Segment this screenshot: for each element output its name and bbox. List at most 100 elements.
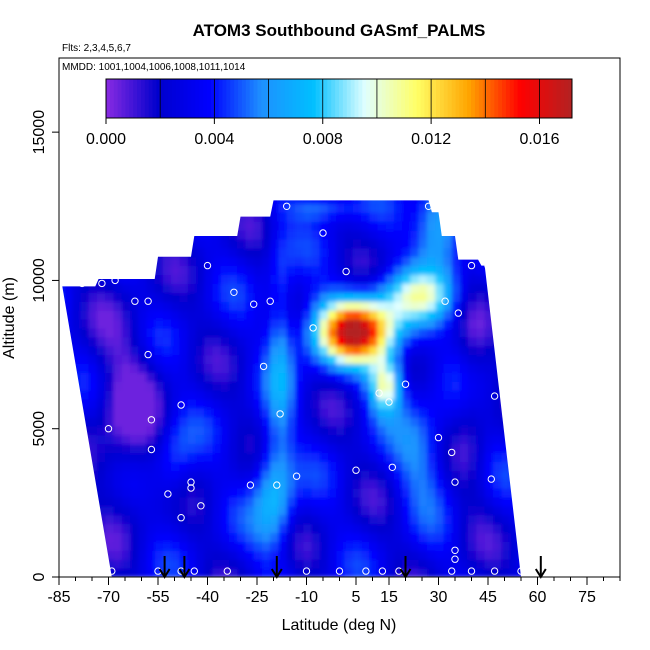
heatmap-cell: [319, 479, 329, 489]
heatmap-cell: [451, 301, 461, 311]
heatmap-cell: [154, 230, 164, 240]
heatmap-cell: [311, 381, 321, 391]
heatmap-cell: [360, 381, 370, 391]
heatmap-cell: [245, 336, 255, 347]
colorbar-swatch: [121, 79, 126, 118]
heatmap-cell: [286, 505, 296, 516]
sample-point: [164, 490, 172, 498]
heatmap-cell: [138, 354, 147, 365]
heatmap-cell: [319, 434, 329, 445]
heatmap-cell: [459, 523, 469, 534]
heatmap-cell: [113, 310, 123, 320]
heatmap-cell: [344, 408, 354, 418]
colorbar-swatch: [117, 79, 123, 118]
heatmap-cell: [113, 221, 123, 231]
heatmap-cell: [509, 559, 519, 569]
heatmap-cell: [138, 200, 147, 204]
heatmap-cell: [443, 230, 453, 240]
heatmap-cell: [344, 488, 354, 498]
heatmap-cell: [122, 186, 131, 196]
heatmap-cell: [484, 496, 494, 507]
heatmap-cell: [278, 559, 288, 569]
heatmap-cell: [410, 541, 420, 551]
heatmap-cell: [212, 390, 222, 400]
heatmap-cell: [171, 200, 180, 204]
heatmap-cell: [344, 550, 354, 560]
heatmap-cell: [212, 203, 222, 213]
heatmap-cell: [62, 345, 65, 356]
heatmap-cell: [443, 461, 453, 471]
heatmap-cell: [303, 336, 312, 347]
heatmap-cell: [369, 310, 378, 320]
heatmap-cell: [286, 354, 296, 365]
heatmap-cell: [492, 292, 502, 302]
heatmap-cell: [237, 230, 246, 240]
heatmap-cell: [80, 354, 90, 365]
heatmap-cell: [195, 541, 205, 551]
heatmap-cell: [451, 336, 461, 347]
heatmap-cell: [468, 345, 477, 356]
heatmap-cell: [121, 203, 131, 213]
heatmap-cell: [402, 514, 411, 525]
heatmap-cell: [187, 452, 197, 462]
heatmap-cell: [146, 399, 156, 409]
heatmap-cell: [352, 247, 362, 258]
heatmap-cell: [352, 568, 362, 577]
sample-point: [451, 478, 459, 486]
heatmap-cell: [146, 532, 156, 542]
heatmap-cell: [195, 532, 205, 542]
heatmap-cell: [336, 319, 345, 329]
heatmap-cell: [270, 408, 279, 418]
heatmap-cell: [319, 283, 329, 293]
heatmap-cell: [451, 327, 461, 338]
heatmap-cell: [204, 532, 213, 542]
heatmap-cell: [360, 354, 370, 365]
heatmap-cell: [509, 256, 519, 267]
heatmap-cell: [426, 488, 436, 498]
x-tick-label: 75: [578, 589, 596, 606]
heatmap-cell: [228, 452, 238, 462]
heatmap-cell: [509, 301, 519, 311]
heatmap-cell: [228, 523, 238, 534]
colorbar-swatch: [564, 79, 569, 118]
heatmap-cell: [468, 425, 477, 436]
heatmap-cell: [245, 354, 255, 365]
heatmap-cell: [228, 541, 238, 551]
heatmap-cell: [237, 310, 246, 320]
heatmap-cell: [146, 327, 156, 338]
heatmap-cell: [369, 381, 378, 391]
heatmap-cell: [509, 443, 519, 453]
heatmap-cell: [303, 479, 312, 489]
heatmap-cell: [451, 505, 461, 516]
heatmap-cell: [138, 550, 147, 560]
heatmap-cell: [237, 327, 246, 338]
heatmap-cell: [286, 292, 296, 302]
heatmap-cell: [179, 238, 189, 249]
heatmap-cell: [64, 399, 73, 409]
heatmap-cell: [451, 496, 461, 507]
heatmap-cell: [278, 399, 288, 409]
colorbar-swatch: [307, 79, 313, 118]
heatmap-cell: [402, 247, 411, 258]
heatmap-cell: [220, 256, 230, 267]
colorbar-swatch: [323, 79, 328, 118]
heatmap-cell: [245, 505, 255, 516]
heatmap-cell: [311, 363, 321, 373]
heatmap-cell: [171, 238, 180, 249]
heatmap-cell: [96, 479, 106, 489]
heatmap-cell: [228, 310, 238, 320]
heatmap-cell: [328, 186, 337, 196]
heatmap-cell: [418, 372, 428, 382]
heatmap-cell: [204, 336, 213, 347]
heatmap-cell: [369, 247, 378, 258]
heatmap-cell: [501, 230, 511, 240]
sample-point: [108, 567, 116, 575]
heatmap-cell: [501, 523, 511, 534]
heatmap-cell: [155, 186, 164, 196]
heatmap-cell: [278, 310, 288, 320]
heatmap-cell: [435, 505, 444, 516]
heatmap-cell: [484, 470, 494, 480]
heatmap-cell: [319, 200, 329, 204]
heatmap-cell: [80, 292, 90, 302]
heatmap-cell: [195, 310, 205, 320]
